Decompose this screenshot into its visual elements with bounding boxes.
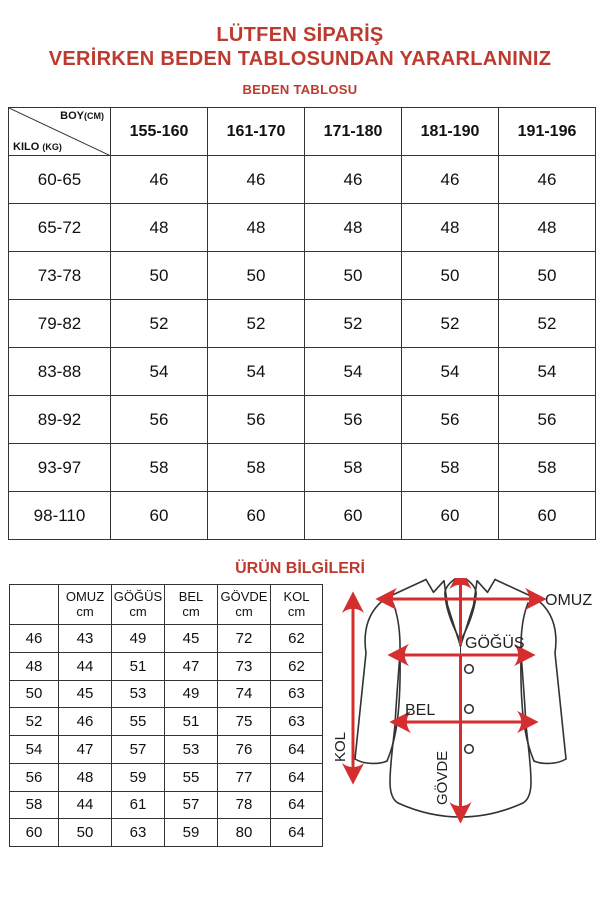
svg-text:BEL: BEL (405, 702, 435, 719)
svg-text:OMUZ: OMUZ (545, 592, 592, 609)
svg-text:GÖĞÜS: GÖĞÜS (465, 633, 525, 652)
svg-text:GÖVDE: GÖVDE (433, 751, 451, 805)
svg-text:KOL: KOL (332, 732, 349, 762)
